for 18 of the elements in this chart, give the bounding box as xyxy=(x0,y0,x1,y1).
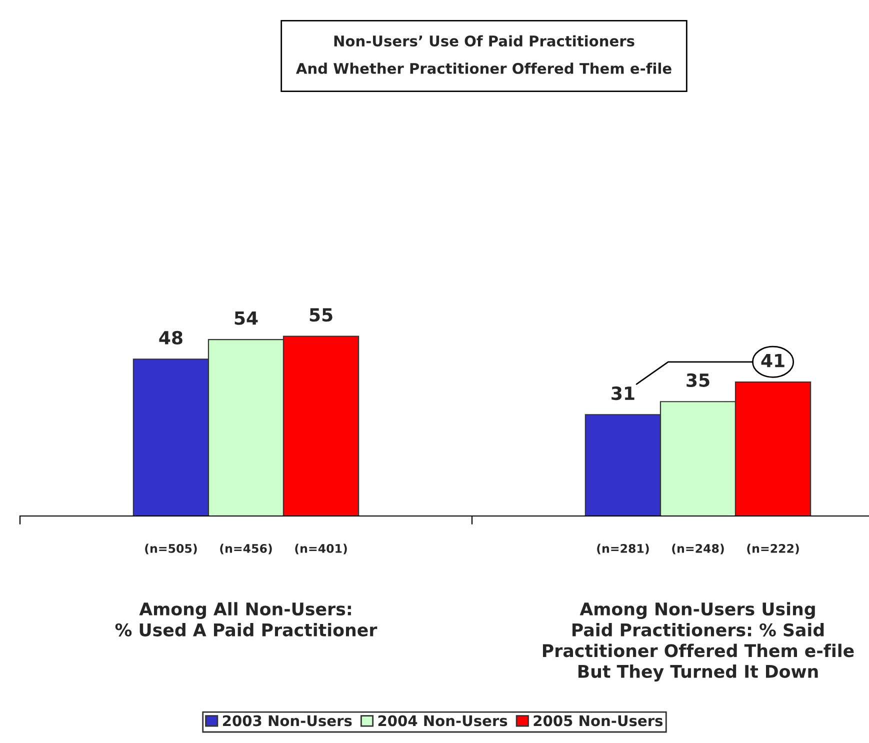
text: (n=222) xyxy=(747,544,799,554)
text: (n=281) xyxy=(597,544,649,554)
chart-title: Non-Users’ Use Of Paid Practitioners And Whether Practitioner Offered Them e-file xyxy=(296,35,672,74)
x-tick-label: Among All Non-Users: % Used A Paid Practitioner xyxy=(115,602,378,636)
text: (n=456) xyxy=(220,544,272,554)
text: (n=401) xyxy=(295,544,347,554)
x-tick-label: Among Non-Users Using Paid Practitioners: % Said Practitioner Offered Them e-file But They Turned It Down xyxy=(542,602,854,682)
legend-label: 2004 Non-Users xyxy=(378,715,508,726)
legend-label: 2005 Non-Users xyxy=(534,715,663,726)
data-label: 48 xyxy=(159,330,182,345)
data-label: 41 xyxy=(761,354,784,368)
data-label: 35 xyxy=(686,373,710,388)
text: (n=248) xyxy=(672,544,724,554)
text: (n=505) xyxy=(145,544,197,554)
data-label: 55 xyxy=(310,308,332,322)
data-label: 54 xyxy=(234,312,258,325)
legend-label: 2003 Non-Users xyxy=(222,715,352,726)
data-label: 31 xyxy=(612,386,634,400)
